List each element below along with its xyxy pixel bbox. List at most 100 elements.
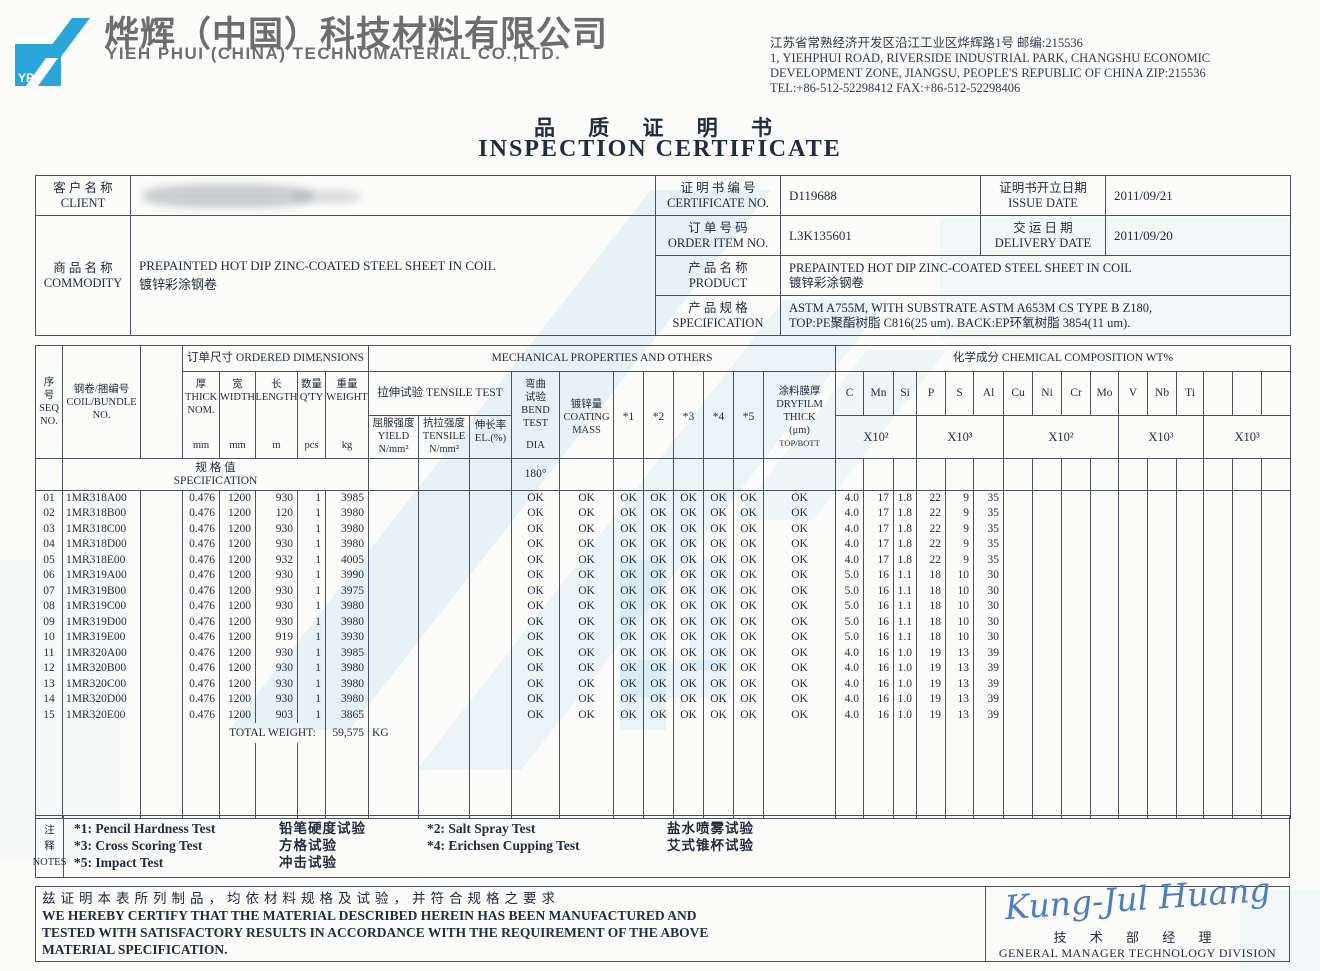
table-row: 15 1MR320E00 0.476 1200 903 1 3865 OK OK bbox=[35, 707, 1292, 723]
element-header-ti: Ti bbox=[1176, 371, 1205, 416]
star2-cell: OK bbox=[643, 599, 675, 615]
dryfilm-cell: OK bbox=[763, 599, 837, 615]
v-cell bbox=[1118, 614, 1149, 630]
cell-empty bbox=[1261, 521, 1292, 537]
cell-empty bbox=[140, 676, 183, 692]
bend-cell: OK bbox=[511, 645, 561, 661]
table-row: 01 1MR318A00 0.476 1200 930 1 3985 OK OK bbox=[35, 490, 1292, 506]
cell-empty bbox=[1203, 676, 1234, 692]
cell-empty bbox=[1232, 552, 1263, 568]
p-cell: 22 bbox=[916, 506, 947, 522]
cell-empty bbox=[511, 743, 561, 818]
cell-empty bbox=[324, 743, 370, 818]
mn-cell: 16 bbox=[863, 661, 895, 677]
coil-no-cell: 1MR318A00 bbox=[62, 490, 141, 506]
bend-label: 弯曲 试验 BEND TEST bbox=[521, 379, 550, 429]
bend-test-header: 弯曲 试验 BEND TEST DIA bbox=[511, 371, 561, 459]
star5-cell: OK bbox=[733, 599, 765, 615]
star1-cell: OK bbox=[613, 568, 645, 584]
star1-cell: OK bbox=[613, 552, 645, 568]
ti-cell bbox=[1176, 661, 1205, 677]
weight-cell: 3980 bbox=[324, 599, 370, 615]
p-cell: 19 bbox=[916, 676, 947, 692]
ti-cell bbox=[1176, 676, 1205, 692]
coil-no-cell: 1MR320A00 bbox=[62, 645, 141, 661]
qty-cell: 1 bbox=[297, 614, 326, 630]
cr-cell bbox=[1061, 599, 1092, 615]
star4-cell: OK bbox=[703, 599, 735, 615]
mo-cell bbox=[1090, 506, 1120, 522]
ni-cell bbox=[1032, 630, 1063, 646]
seq-cell: 08 bbox=[35, 599, 63, 615]
thick-cell: 0.476 bbox=[182, 661, 220, 677]
ti-cell bbox=[1176, 614, 1205, 630]
star5-cell: OK bbox=[733, 490, 765, 506]
cell-empty: 产 品 名 称 PRODUCT PREPAINTED HOT DIP ZINC-… bbox=[655, 255, 1291, 296]
cr-cell bbox=[1061, 537, 1092, 553]
cell-empty bbox=[140, 599, 183, 615]
si-cell: 1.8 bbox=[893, 537, 918, 553]
spec-coating bbox=[559, 458, 615, 491]
coating-cell: OK bbox=[559, 583, 615, 599]
dryfilm-cell: OK bbox=[763, 676, 837, 692]
cell-empty bbox=[835, 458, 865, 491]
c-cell: 4.0 bbox=[835, 552, 865, 568]
cell-empty bbox=[893, 723, 918, 743]
table-row: 06 1MR319A00 0.476 1200 930 1 3990 OK OK bbox=[35, 568, 1292, 584]
cell-empty bbox=[1232, 645, 1263, 661]
tensile-cell bbox=[418, 537, 471, 553]
v-cell bbox=[1118, 676, 1149, 692]
thick-cell: 0.476 bbox=[182, 521, 220, 537]
bend-cell: OK bbox=[511, 630, 561, 646]
coating-cell: OK bbox=[559, 599, 615, 615]
al-cell: 39 bbox=[973, 645, 1005, 661]
element-header-ni: Ni bbox=[1032, 371, 1063, 416]
star2-cell: OK bbox=[643, 506, 675, 522]
c-cell: 4.0 bbox=[835, 490, 865, 506]
thick-cell: 0.476 bbox=[182, 630, 220, 646]
cell-empty bbox=[42, 18, 90, 58]
cell-empty bbox=[1203, 371, 1234, 416]
al-cell: 30 bbox=[973, 583, 1005, 599]
cell-empty bbox=[1203, 458, 1234, 491]
mo-cell bbox=[1090, 599, 1120, 615]
cr-cell bbox=[1061, 583, 1092, 599]
cell-empty bbox=[1261, 723, 1292, 743]
tensile-cell bbox=[418, 692, 471, 708]
weight-cell: 3985 bbox=[324, 645, 370, 661]
v-cell bbox=[1118, 630, 1149, 646]
bend-cell: OK bbox=[511, 521, 561, 537]
cell-empty bbox=[916, 723, 947, 743]
c-cell: 5.0 bbox=[835, 630, 865, 646]
seq-cell: 10 bbox=[35, 630, 63, 646]
al-cell: 39 bbox=[973, 676, 1005, 692]
c-cell: 4.0 bbox=[835, 661, 865, 677]
tensile-cell bbox=[418, 661, 471, 677]
note-line: *1: Pencil Hardness Test 铅笔硬度试验 *2: Salt… bbox=[74, 820, 1285, 837]
note-test-en: *1: Pencil Hardness Test bbox=[74, 821, 216, 836]
table-row: 07 1MR319B00 0.476 1200 930 1 3975 OK OK bbox=[35, 583, 1292, 599]
ni-cell bbox=[1032, 692, 1063, 708]
star3-cell: OK bbox=[673, 676, 705, 692]
si-cell: 1.0 bbox=[893, 707, 918, 723]
qty-cell: 1 bbox=[297, 676, 326, 692]
cell-empty bbox=[1203, 707, 1234, 723]
mn-cell: 16 bbox=[863, 583, 895, 599]
cell-empty bbox=[945, 458, 975, 491]
el-cell bbox=[469, 506, 513, 522]
c-cell: 5.0 bbox=[835, 583, 865, 599]
cell-empty bbox=[1147, 458, 1178, 491]
star3-cell: OK bbox=[673, 521, 705, 537]
cell-empty bbox=[140, 345, 183, 459]
star1-cell: OK bbox=[613, 506, 645, 522]
length-cell: 930 bbox=[255, 490, 298, 506]
tensile-cell bbox=[418, 506, 471, 522]
width-cell: 1200 bbox=[219, 583, 256, 599]
table-row: 14 1MR320D00 0.476 1200 930 1 3980 OK OK bbox=[35, 692, 1292, 708]
width-cell: 1200 bbox=[219, 614, 256, 630]
notes-label: 注 释 NOTES bbox=[33, 816, 66, 877]
cell-empty bbox=[1203, 692, 1234, 708]
v-cell bbox=[1118, 490, 1149, 506]
star3-cell: OK bbox=[673, 661, 705, 677]
cu-cell bbox=[1003, 692, 1034, 708]
